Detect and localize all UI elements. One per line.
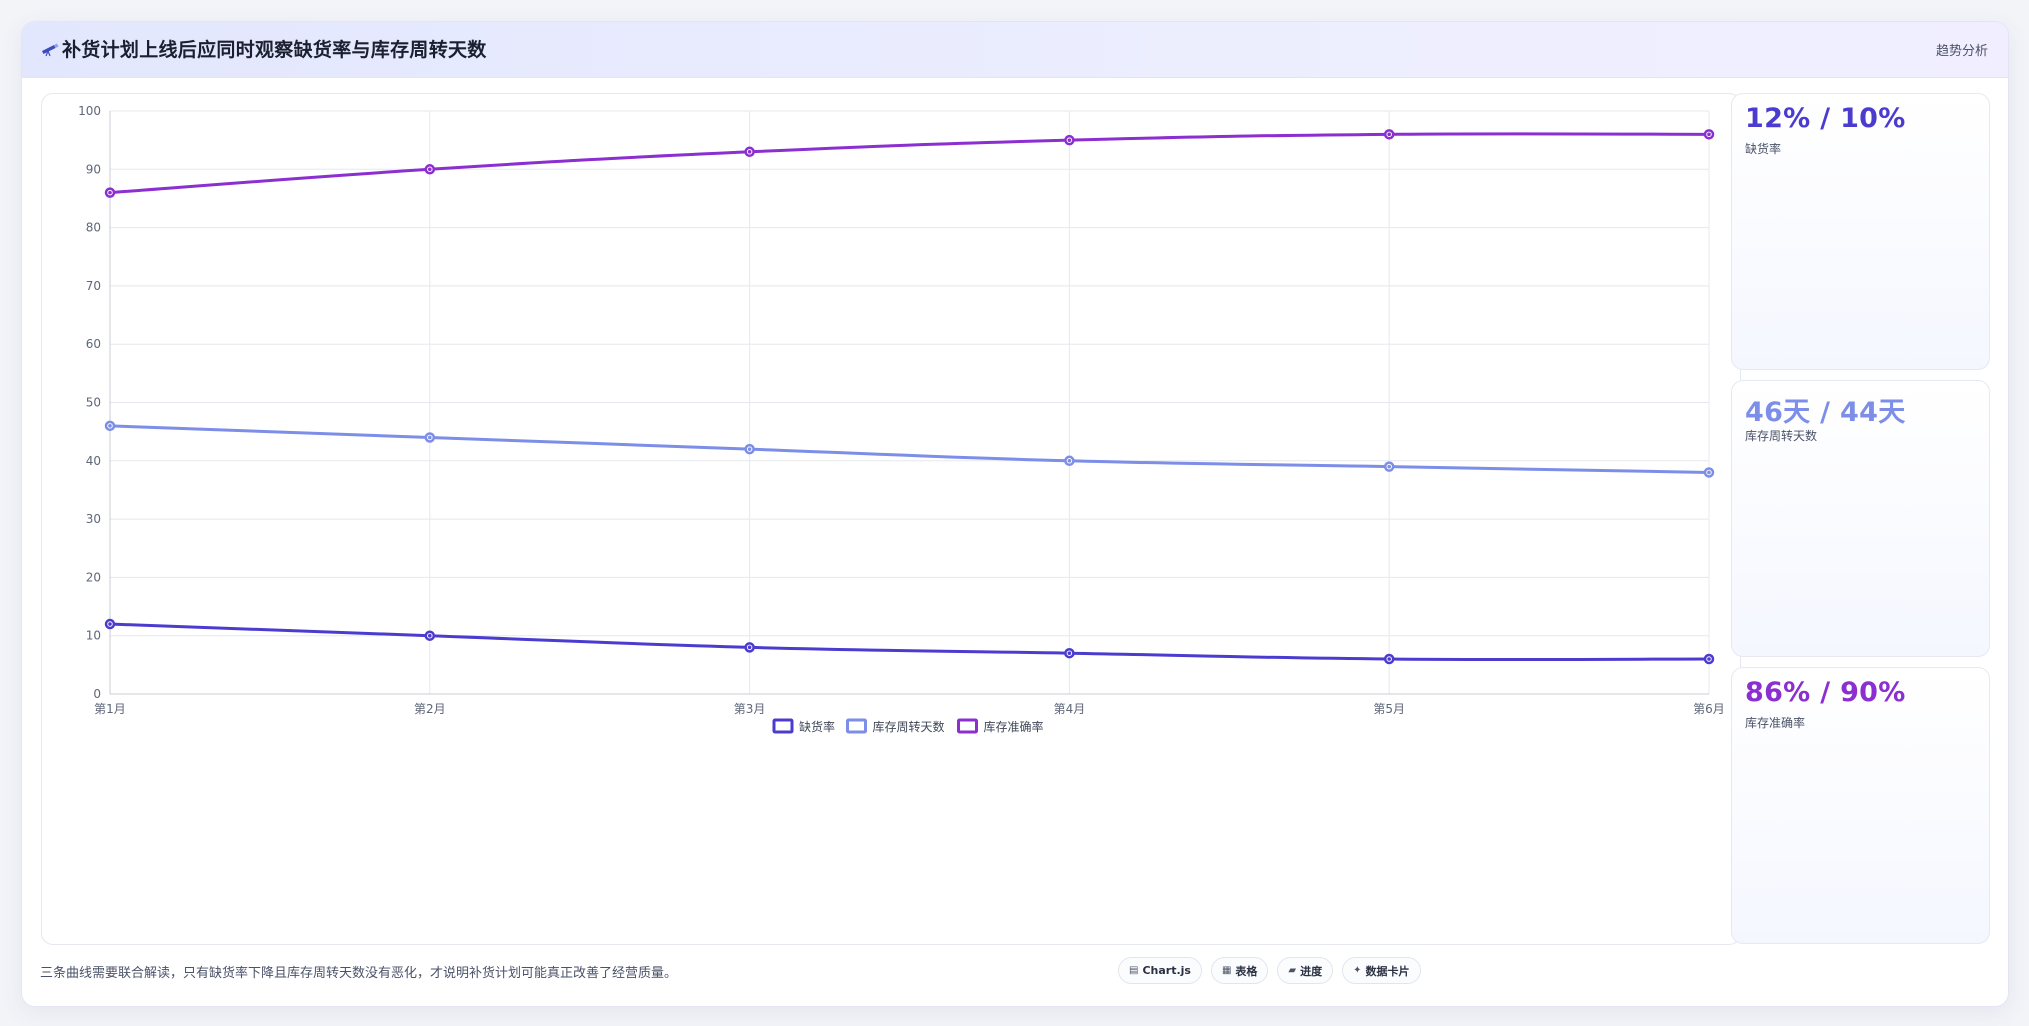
legend-swatch-3 <box>957 718 978 734</box>
kpi-card-inventory-accuracy: 86% / 90% 库存准确率 <box>1731 667 1990 944</box>
y-tick-label: 50 <box>86 396 101 410</box>
y-tick-label: 40 <box>86 454 101 468</box>
y-tick-label: 70 <box>86 279 101 293</box>
data-point-center <box>1707 132 1711 137</box>
chip-label: Chart.js <box>1142 964 1191 977</box>
data-point-center <box>747 447 752 451</box>
data-point-center <box>1387 464 1391 469</box>
chip-label: 数据卡片 <box>1365 964 1410 978</box>
y-tick-label: 0 <box>93 687 101 701</box>
legend-swatch-2 <box>846 718 867 734</box>
chip-table[interactable]: ▦ 表格 <box>1210 957 1269 984</box>
kpi-card-stockout-rate: 12% / 10% 缺货率 <box>1731 93 1990 370</box>
x-tick-label: 第5月 <box>1373 702 1405 716</box>
y-tick-label: 30 <box>86 512 101 526</box>
legend-swatch-1 <box>772 718 794 734</box>
kpi-value: 46天 / 44天 <box>1745 397 1906 428</box>
data-point-center <box>108 622 112 626</box>
kpi-value: 12% / 10% <box>1745 103 1906 134</box>
page-title: 补货计划上线后应同时观察缺货率与库存周转天数 <box>62 39 487 61</box>
x-tick-label: 第2月 <box>414 702 446 716</box>
data-point-center <box>428 167 432 172</box>
y-tick-label: 60 <box>86 337 101 351</box>
y-tick-label: 100 <box>78 104 101 118</box>
data-point-center <box>1067 459 1072 463</box>
x-tick-label: 第6月 <box>1693 702 1725 716</box>
data-point-center <box>428 435 432 440</box>
y-tick-label: 80 <box>86 221 101 235</box>
legend-label-3: 库存准确率 <box>984 719 1044 734</box>
progress-icon: ▰ <box>1288 965 1297 976</box>
sparkle-icon: ✦ <box>1353 965 1362 976</box>
data-point-center <box>747 150 752 154</box>
chip-data-card[interactable]: ✦ 数据卡片 <box>1342 957 1421 984</box>
kpi-value: 86% / 90% <box>1745 677 1906 708</box>
trend-analysis-tab[interactable]: 趋势分析 <box>1935 44 1988 59</box>
series-line-2 <box>109 424 1710 474</box>
data-point-center <box>108 190 112 195</box>
chip-chartjs[interactable]: ▤ Chart.js <box>1118 957 1202 984</box>
kpi-label: 缺货率 <box>1745 142 1782 156</box>
data-point-center <box>1067 138 1072 142</box>
data-point-center <box>1387 657 1391 661</box>
line-chart-panel: 0 10 20 30 40 50 60 70 80 90 100 第1月 第2月 第3月 第4月 第5月 第6月… <box>41 93 1741 945</box>
data-point-center <box>1707 657 1711 661</box>
data-point-center <box>428 633 432 638</box>
chip-progress[interactable]: ▰ 进度 <box>1277 957 1334 984</box>
data-point-center <box>747 645 752 650</box>
data-point-center <box>108 424 112 428</box>
footer-note: 三条曲线需要联合解读，只有缺货率下降且库存周转天数没有恶化，才说明补货计划可能真… <box>40 966 678 981</box>
y-tick-label: 10 <box>86 629 101 643</box>
x-tick-label: 第4月 <box>1054 702 1086 716</box>
kpi-card-turnover-days: 46天 / 44天 库存周转天数 <box>1731 380 1990 657</box>
x-tick-label: 第3月 <box>734 702 766 716</box>
series-line-3 <box>109 132 1710 195</box>
chip-label: 表格 <box>1235 964 1258 978</box>
kpi-label: 库存周转天数 <box>1745 429 1818 443</box>
legend-label-2: 库存周转天数 <box>873 719 945 734</box>
data-point-center <box>1067 651 1072 655</box>
line-chart: 0 10 20 30 40 50 60 70 80 90 100 第1月 第2月 第3月 第4月 第5月 第6月… <box>78 104 1725 734</box>
telescope-icon <box>42 43 59 57</box>
data-point-center <box>1707 470 1711 475</box>
chart-icon: ▤ <box>1129 965 1139 976</box>
series-line-1 <box>109 622 1710 662</box>
legend-label-1: 缺货率 <box>799 719 835 734</box>
dashboard-card: 补货计划上线后应同时观察缺货率与库存周转天数 趋势分析 0 10 20 30 40 50 6… <box>21 21 2009 1007</box>
data-point-center <box>1387 132 1391 137</box>
y-tick-label: 20 <box>86 570 101 584</box>
kpi-label: 库存准确率 <box>1745 716 1806 730</box>
x-tick-label: 第1月 <box>94 702 126 716</box>
card-header: 补货计划上线后应同时观察缺货率与库存周转天数 趋势分析 <box>22 22 2008 78</box>
y-tick-label: 90 <box>86 162 101 176</box>
chip-label: 进度 <box>1300 964 1323 978</box>
feature-chips: ▤ Chart.js ▦ 表格 ▰ 进度 ✦ 数据卡片 <box>1118 957 1421 984</box>
table-icon: ▦ <box>1221 965 1232 976</box>
